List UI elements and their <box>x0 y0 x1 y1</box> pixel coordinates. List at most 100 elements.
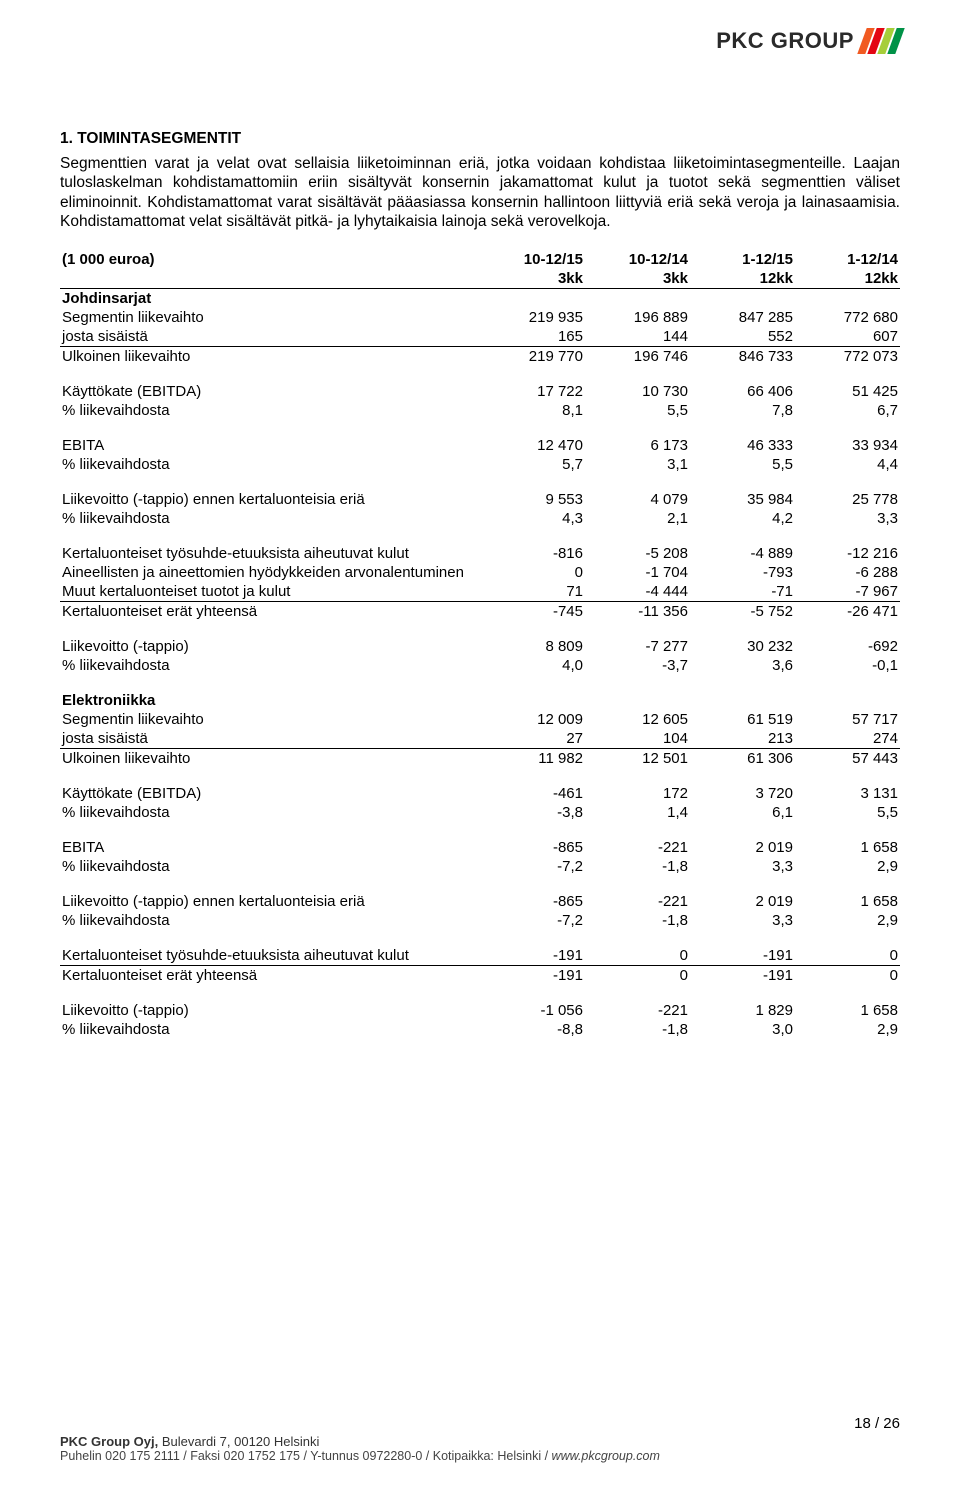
table-row: % liikevaihdosta5,73,15,54,4 <box>60 455 900 474</box>
row-value: 25 778 <box>795 490 900 509</box>
table-row: % liikevaihdosta-3,81,46,15,5 <box>60 803 900 822</box>
row-value: 6,1 <box>690 803 795 822</box>
row-value: -12 216 <box>795 544 900 563</box>
row-value: 3,3 <box>795 509 900 528</box>
row-label: % liikevaihdosta <box>60 1020 480 1039</box>
header-col1a: 10-12/15 <box>480 250 585 269</box>
row-label: Kertaluonteiset erät yhteensä <box>60 965 480 985</box>
section-title: Johdinsarjat <box>60 288 900 308</box>
spacer-row <box>60 366 900 382</box>
row-label: Kertaluonteiset työsuhde-etuuksista aihe… <box>60 544 480 563</box>
row-value: -8,8 <box>480 1020 585 1039</box>
row-value: 30 232 <box>690 637 795 656</box>
table-row: Kertaluonteiset työsuhde-etuuksista aihe… <box>60 544 900 563</box>
row-value: 6 173 <box>585 436 690 455</box>
table-row: Segmentin liikevaihto12 00912 60561 5195… <box>60 710 900 729</box>
row-label: Segmentin liikevaihto <box>60 308 480 327</box>
row-value: 71 <box>480 582 585 602</box>
row-value: 1 658 <box>795 838 900 857</box>
row-label: Ulkoinen liikevaihto <box>60 748 480 768</box>
row-value: 61 519 <box>690 710 795 729</box>
row-value: 2,1 <box>585 509 690 528</box>
row-value: -1 704 <box>585 563 690 582</box>
row-value: 3 720 <box>690 784 795 803</box>
table-row: Käyttökate (EBITDA)-4611723 7203 131 <box>60 784 900 803</box>
row-value: 552 <box>690 327 795 347</box>
table-row: Kertaluonteiset erät yhteensä-1910-1910 <box>60 965 900 985</box>
row-value: 2,9 <box>795 857 900 876</box>
row-value: 3 131 <box>795 784 900 803</box>
row-value: -816 <box>480 544 585 563</box>
row-value: -191 <box>480 965 585 985</box>
footer-address: Bulevardi 7, 00120 Helsinki <box>162 1434 320 1449</box>
row-label: Aineellisten ja aineettomien hyödykkeide… <box>60 563 480 582</box>
footer-company: PKC Group Oyj, <box>60 1434 158 1449</box>
row-label: % liikevaihdosta <box>60 857 480 876</box>
row-value: 12 501 <box>585 748 690 768</box>
row-label: % liikevaihdosta <box>60 401 480 420</box>
row-value: 4,2 <box>690 509 795 528</box>
section-title-row: Johdinsarjat <box>60 288 900 308</box>
intro-paragraph: Segmenttien varat ja velat ovat sellaisi… <box>60 154 900 232</box>
row-value: 196 889 <box>585 308 690 327</box>
row-value: 846 733 <box>690 346 795 366</box>
row-value: -1,8 <box>585 1020 690 1039</box>
row-value: 1 658 <box>795 1001 900 1020</box>
row-label: EBITA <box>60 436 480 455</box>
row-value: 1 829 <box>690 1001 795 1020</box>
table-header-row: (1 000 euroa) 10-12/15 10-12/14 1-12/15 … <box>60 250 900 269</box>
row-label: % liikevaihdosta <box>60 911 480 930</box>
row-value: 4,3 <box>480 509 585 528</box>
row-value: 104 <box>585 729 690 749</box>
row-value: 2,9 <box>795 1020 900 1039</box>
row-label: % liikevaihdosta <box>60 509 480 528</box>
table-row: % liikevaihdosta8,15,57,86,7 <box>60 401 900 420</box>
row-value: 772 680 <box>795 308 900 327</box>
row-value: 5,5 <box>585 401 690 420</box>
row-value: 144 <box>585 327 690 347</box>
row-value: 4,4 <box>795 455 900 474</box>
row-value: 2 019 <box>690 892 795 911</box>
section-heading: 1. TOIMINTASEGMENTIT <box>60 130 900 148</box>
row-label: % liikevaihdosta <box>60 803 480 822</box>
table-row: Ulkoinen liikevaihto11 98212 50161 30657… <box>60 748 900 768</box>
footer-contact: Puhelin 020 175 2111 / Faksi 020 1752 17… <box>60 1449 552 1463</box>
row-value: 51 425 <box>795 382 900 401</box>
spacer-row <box>60 675 900 691</box>
row-value: -793 <box>690 563 795 582</box>
footer-line2: Puhelin 020 175 2111 / Faksi 020 1752 17… <box>60 1449 900 1463</box>
row-value: 3,3 <box>690 911 795 930</box>
table-row: Segmentin liikevaihto219 935196 889847 2… <box>60 308 900 327</box>
row-value: -1,8 <box>585 911 690 930</box>
spacer-row <box>60 930 900 946</box>
row-value: 9 553 <box>480 490 585 509</box>
spacer-row <box>60 822 900 838</box>
table-row: EBITA12 4706 17346 33333 934 <box>60 436 900 455</box>
row-value: 3,3 <box>690 857 795 876</box>
row-value: 35 984 <box>690 490 795 509</box>
spacer-row <box>60 985 900 1001</box>
row-value: 10 730 <box>585 382 690 401</box>
logo-stripes-icon <box>857 28 904 54</box>
row-value: 274 <box>795 729 900 749</box>
row-value: 1 658 <box>795 892 900 911</box>
table-row: Kertaluonteiset erät yhteensä-745-11 356… <box>60 601 900 621</box>
header-col3b: 12kk <box>690 269 795 289</box>
table-row: % liikevaihdosta4,0-3,73,6-0,1 <box>60 656 900 675</box>
row-value: 2 019 <box>690 838 795 857</box>
footer-website: www.pkcgroup.com <box>552 1449 660 1463</box>
row-label: Käyttökate (EBITDA) <box>60 784 480 803</box>
footer-line1: PKC Group Oyj, Bulevardi 7, 00120 Helsin… <box>60 1434 900 1449</box>
row-value: 0 <box>795 965 900 985</box>
row-value: 6,7 <box>795 401 900 420</box>
row-value: -191 <box>690 965 795 985</box>
spacer-row <box>60 420 900 436</box>
row-value: 172 <box>585 784 690 803</box>
row-value: 4 079 <box>585 490 690 509</box>
row-value: 0 <box>480 563 585 582</box>
row-value: -865 <box>480 892 585 911</box>
row-label: EBITA <box>60 838 480 857</box>
row-value: 2,9 <box>795 911 900 930</box>
table-row: josta sisäistä165144552607 <box>60 327 900 347</box>
row-value: 0 <box>585 946 690 966</box>
